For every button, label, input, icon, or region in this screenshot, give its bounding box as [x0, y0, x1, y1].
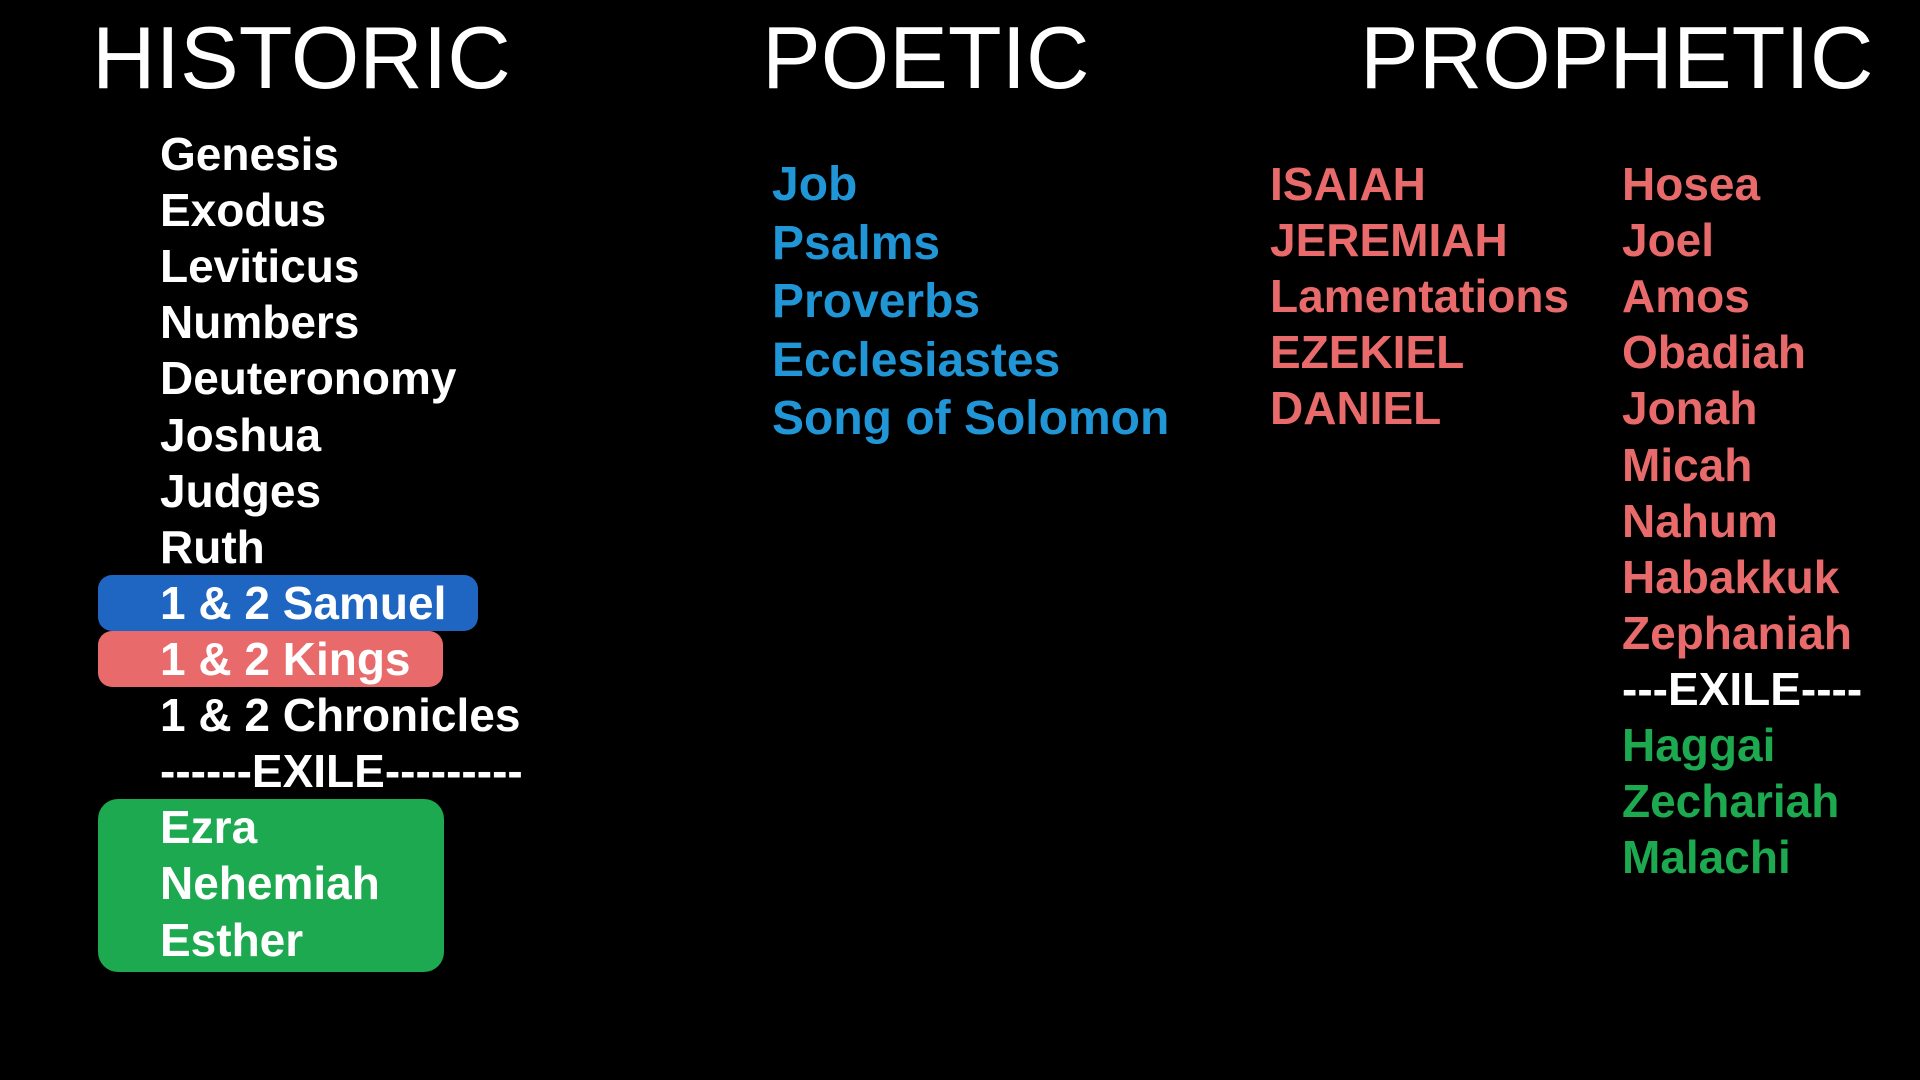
highlight-block: EzraNehemiahEsther — [98, 799, 444, 971]
list-item: Nehemiah — [160, 855, 380, 911]
highlight-pill: 1 & 2 Kings — [98, 631, 443, 687]
list-item: Amos — [1622, 268, 1862, 324]
list-item: ---EXILE---- — [1622, 661, 1862, 717]
highlight-pill: 1 & 2 Samuel — [98, 575, 478, 631]
list-item: Ecclesiastes — [772, 332, 1169, 391]
list-item: Exodus — [98, 182, 523, 238]
list-item: Zechariah — [1622, 773, 1862, 829]
historic-heading: HISTORIC — [92, 14, 511, 102]
list-item: 1 & 2 Kings — [98, 631, 523, 687]
poetic-heading: POETIC — [762, 14, 1090, 102]
list-item: Nahum — [1622, 493, 1862, 549]
list-item: Zephaniah — [1622, 605, 1862, 661]
list-item: Haggai — [1622, 717, 1862, 773]
list-item: Deuteronomy — [98, 350, 523, 406]
slide-canvas: HISTORIC POETIC PROPHETIC GenesisExodusL… — [0, 0, 1920, 1080]
list-item: Judges — [98, 463, 523, 519]
historic-list: GenesisExodusLeviticusNumbersDeuteronomy… — [98, 126, 523, 972]
list-item: Psalms — [772, 215, 1169, 274]
list-item: Leviticus — [98, 238, 523, 294]
list-item: 1 & 2 Samuel — [98, 575, 523, 631]
list-item: Proverbs — [772, 273, 1169, 332]
list-item: Job — [772, 156, 1169, 215]
list-item: JEREMIAH — [1270, 212, 1569, 268]
list-item: EZEKIEL — [1270, 324, 1569, 380]
prophetic-major-list: ISAIAHJEREMIAHLamentationsEZEKIELDANIEL — [1270, 156, 1569, 437]
list-item: Ezra — [160, 799, 380, 855]
list-item: Numbers — [98, 294, 523, 350]
list-item: 1 & 2 Chronicles — [98, 687, 523, 743]
list-item: Song of Solomon — [772, 390, 1169, 449]
list-item: Malachi — [1622, 829, 1862, 885]
list-item: Esther — [160, 912, 380, 968]
list-item: ------EXILE--------- — [98, 743, 523, 799]
poetic-list: JobPsalmsProverbsEcclesiastesSong of Sol… — [772, 156, 1169, 449]
list-item: Obadiah — [1622, 324, 1862, 380]
list-item: DANIEL — [1270, 380, 1569, 436]
list-item: Ruth — [98, 519, 523, 575]
list-item: Jonah — [1622, 380, 1862, 436]
list-item: Lamentations — [1270, 268, 1569, 324]
list-item: Joshua — [98, 407, 523, 463]
prophetic-heading: PROPHETIC — [1360, 14, 1873, 102]
list-item: Joel — [1622, 212, 1862, 268]
list-item: Micah — [1622, 437, 1862, 493]
prophetic-minor-list: HoseaJoelAmosObadiahJonahMicahNahumHabak… — [1622, 156, 1862, 885]
list-item: Genesis — [98, 126, 523, 182]
list-item: Habakkuk — [1622, 549, 1862, 605]
list-item: ISAIAH — [1270, 156, 1569, 212]
list-item: Hosea — [1622, 156, 1862, 212]
